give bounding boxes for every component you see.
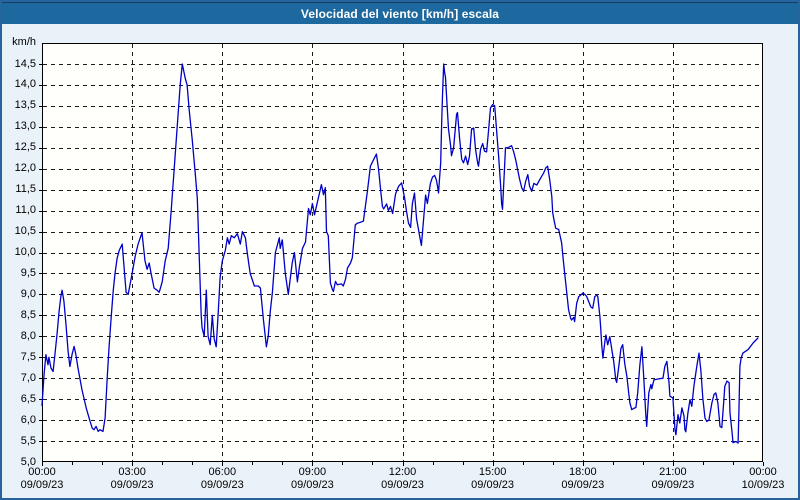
x-tick-label: 21:00 09/09/23 <box>638 466 708 492</box>
y-tick-label: 13,5 <box>14 99 36 112</box>
y-tick-label: 5,0 <box>20 455 36 468</box>
plot-area <box>39 43 764 466</box>
y-tick-label: 5,5 <box>20 434 36 447</box>
y-axis: km/h 5,0 5,5 6,0 6,5 7,0 7,5 8,0 8,5 9,0 9,5 10,0 1… <box>2 36 39 468</box>
x-tick-date: 10/09/23 <box>741 479 785 491</box>
y-tick-label: 8,5 <box>20 308 36 321</box>
y-tick-label: 9,0 <box>20 287 36 300</box>
x-tick-time: 00:00 <box>28 466 56 478</box>
x-tick-label: 18:00 09/09/23 <box>548 466 618 492</box>
x-tick-time: 21:00 <box>659 466 687 478</box>
y-tick-label: 9,5 <box>20 267 36 279</box>
y-tick-label: 14,0 <box>14 78 36 91</box>
x-tick-time: 12:00 <box>388 466 417 478</box>
x-tick-label: 03:00 09/09/23 <box>97 466 167 492</box>
chart-title: Velocidad del viento [km/h] escala <box>300 6 500 21</box>
x-tick-label: 12:00 09/09/23 <box>368 466 438 492</box>
y-tick-label: 6,0 <box>20 413 36 426</box>
y-tick-label: 7,0 <box>20 371 36 384</box>
x-tick-time: 15:00 <box>478 466 507 478</box>
x-tick-time: 06:00 <box>208 466 237 478</box>
x-tick-time: 09:00 <box>298 466 327 478</box>
x-tick-date: 09/09/23 <box>200 479 244 491</box>
y-tick-label: 6,5 <box>20 392 36 405</box>
x-tick-label: 09:00 09/09/23 <box>277 466 347 492</box>
x-tick-date: 09/09/23 <box>561 479 605 491</box>
x-tick-label: 06:00 09/09/23 <box>187 466 257 492</box>
x-tick-label: 00:00 10/09/23 <box>728 466 798 492</box>
x-tick-label: 15:00 09/09/23 <box>458 466 528 492</box>
y-tick-label: 13,0 <box>14 120 36 133</box>
x-tick-label: 00:00 09/09/23 <box>7 466 77 492</box>
wind-speed-line-chart <box>39 43 764 466</box>
x-tick-date: 09/09/23 <box>651 479 695 491</box>
y-tick-label: 12,5 <box>14 141 36 154</box>
x-tick-date: 09/09/23 <box>381 479 424 491</box>
x-axis: 00:00 09/09/23 03:00 09/09/23 06:00 09/09/23 0… <box>2 466 798 496</box>
x-tick-time: 03:00 <box>118 466 146 478</box>
x-tick-date: 09/09/23 <box>471 479 514 491</box>
y-tick-label: 10,0 <box>14 246 36 258</box>
x-tick-date: 09/09/23 <box>110 479 154 491</box>
x-tick-time: 00:00 <box>749 466 777 478</box>
y-tick-label: 11,5 <box>15 183 36 196</box>
x-tick-date: 09/09/23 <box>20 479 64 491</box>
y-tick-label: 8,0 <box>20 329 36 342</box>
x-tick-time: 18:00 <box>569 466 597 478</box>
title-bar: Velocidad del viento [km/h] escala <box>2 2 798 24</box>
y-tick-label: 10,5 <box>14 225 36 238</box>
y-tick-label: 12,0 <box>14 162 36 175</box>
x-tick-date: 09/09/23 <box>290 479 334 491</box>
y-tick-label: 7,5 <box>20 350 36 363</box>
y-tick-label: 14,5 <box>14 57 36 70</box>
y-axis-unit-label: km/h <box>12 36 36 48</box>
y-tick-label: 11,0 <box>15 204 36 217</box>
